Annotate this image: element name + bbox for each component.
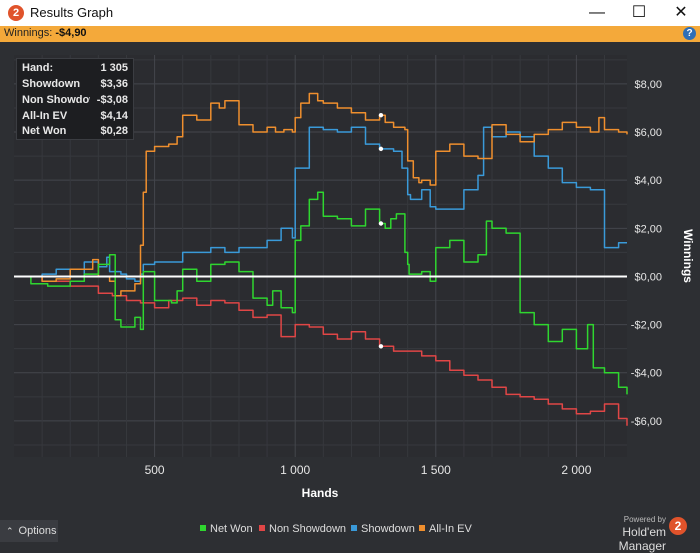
stat-label: Showdown — [22, 78, 81, 90]
x-tick-label: 500 — [145, 463, 165, 477]
legend-label: Showdown — [361, 523, 415, 535]
y-tick-label: -$6,00 — [631, 416, 662, 428]
stat-row-allin-ev: All-In EV $4,14 — [22, 110, 128, 126]
bottom-bar — [0, 520, 700, 542]
y-tick-label: $8,00 — [634, 79, 662, 91]
hover-marker — [378, 344, 384, 349]
legend-label: All-In EV — [429, 523, 472, 535]
minimize-button[interactable]: — — [589, 4, 605, 21]
legend-swatch — [259, 525, 265, 531]
stat-label: Net Won — [22, 125, 67, 137]
window-titlebar: 2 Results Graph — ☐ ✕ — [0, 0, 700, 26]
chart-series — [14, 92, 628, 426]
legend-swatch — [419, 525, 425, 531]
legend-item-allin-ev[interactable]: All-In EV — [419, 523, 472, 535]
powered-by-text: Powered by — [623, 515, 666, 524]
y-tick-label: $0,00 — [634, 271, 662, 283]
stat-value: 1 305 — [100, 62, 128, 74]
close-button[interactable]: ✕ — [674, 4, 688, 21]
series-line-all-in-ev — [14, 92, 628, 297]
help-icon[interactable]: ? — [683, 27, 696, 40]
stat-value: $3,36 — [100, 78, 128, 90]
legend-swatch — [200, 525, 206, 531]
chevron-up-icon: ⌃ — [6, 526, 14, 536]
holdem-manager-logo-icon: 2 — [669, 517, 687, 535]
hand-stats-panel: Hand: 1 305 Showdown $3,36 Non Showdown … — [16, 58, 134, 140]
x-axis-label: Hands — [302, 486, 339, 500]
series-line-net-won — [14, 191, 628, 395]
stat-label: All-In EV — [22, 110, 68, 122]
x-axis-ticks: 500 1 000 1 500 2 000 — [145, 463, 592, 477]
x-tick-label: 1 000 — [280, 463, 310, 477]
legend-swatch — [351, 525, 357, 531]
chart-markers — [378, 112, 384, 349]
options-label: Options — [18, 525, 57, 537]
x-tick-label: 1 500 — [421, 463, 451, 477]
y-tick-label: $4,00 — [634, 175, 662, 187]
stat-row-non-showdown: Non Showdown -$3,08 — [22, 94, 128, 110]
winnings-bar: Winnings: -$4,90 ? — [0, 26, 700, 42]
stat-value: -$3,08 — [96, 94, 128, 106]
options-button[interactable]: ⌃ Options — [0, 520, 58, 542]
x-tick-label: 2 000 — [561, 463, 591, 477]
y-axis-ticks: $8,00 $6,00 $4,00 $2,00 $0,00 -$2,00 -$4,00 -$6… — [631, 79, 662, 428]
powered-by: Powered by Hold'em Manager — [580, 515, 666, 553]
winnings-label: Winnings: — [4, 27, 53, 39]
legend-label: Non Showdown — [269, 523, 347, 535]
legend-item-showdown[interactable]: Showdown — [351, 523, 415, 535]
stat-label: Hand: — [22, 62, 54, 74]
y-axis-label: Winnings — [681, 229, 695, 283]
winnings-summary: Winnings: -$4,90 — [4, 27, 87, 39]
stat-row-net-won: Net Won $0,28 — [22, 125, 128, 141]
brand-name: Hold'em Manager — [618, 525, 666, 553]
legend-label: Net Won — [210, 523, 253, 535]
stat-row-hand: Hand: 1 305 — [22, 62, 128, 78]
legend-item-net-won[interactable]: Net Won — [200, 523, 253, 535]
stat-value: $0,28 — [100, 125, 128, 137]
stat-label: Non Showdown — [22, 94, 90, 106]
hover-marker — [378, 221, 384, 226]
hover-marker — [378, 146, 384, 152]
window-title: Results Graph — [30, 5, 114, 20]
maximize-button[interactable]: ☐ — [631, 4, 647, 21]
stat-value: $4,14 — [100, 110, 128, 122]
series-line-non-showdown — [14, 275, 628, 426]
legend-item-non-showdown[interactable]: Non Showdown — [259, 523, 346, 535]
app-logo-icon: 2 — [8, 5, 24, 21]
winnings-value: -$4,90 — [55, 27, 87, 39]
hover-marker — [378, 112, 384, 118]
y-tick-label: -$2,00 — [631, 320, 662, 332]
y-tick-label: -$4,00 — [631, 368, 662, 380]
y-tick-label: $6,00 — [634, 127, 662, 139]
stat-row-showdown: Showdown $3,36 — [22, 78, 128, 94]
y-tick-label: $2,00 — [634, 223, 662, 235]
